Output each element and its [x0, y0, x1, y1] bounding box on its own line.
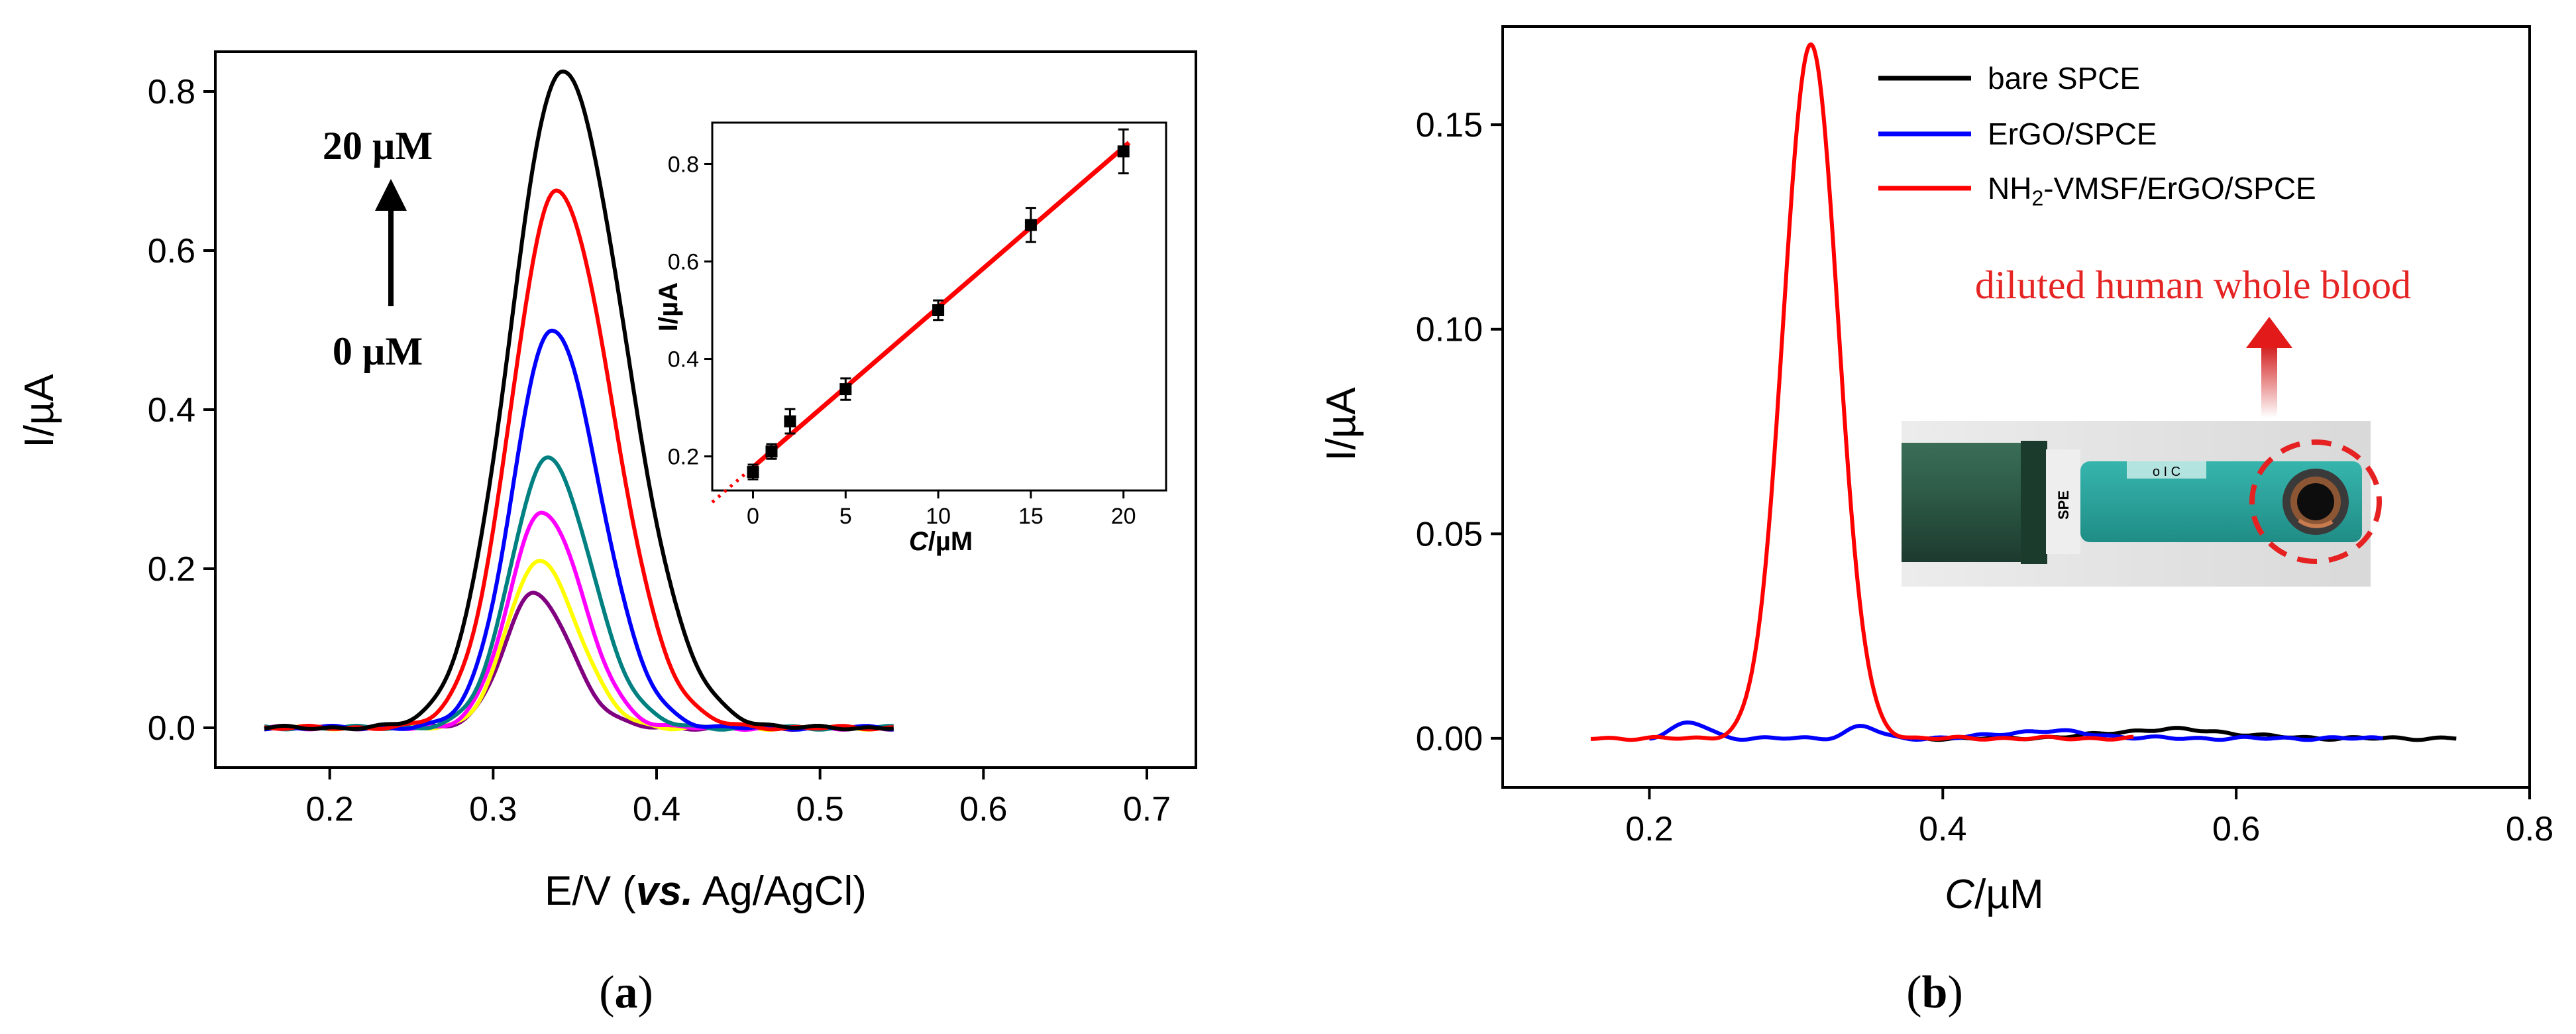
- annotation-top: 20 µM: [323, 124, 433, 168]
- plot-a-y-tick-label: 0.2: [148, 550, 195, 589]
- spe-label: SPE: [2055, 490, 2072, 520]
- plot-a-x-tick-label: 0.7: [1123, 790, 1171, 829]
- inset-data-points: [747, 128, 1130, 481]
- inset-data-point: [765, 443, 778, 460]
- panel-a-caption: (a): [599, 967, 653, 1018]
- plot-a-x-tick-label: 0.3: [469, 790, 517, 829]
- plot-a-curves: [264, 69, 894, 732]
- plot-b-y-tick-label: 0.15: [1416, 106, 1483, 144]
- inset-data-point: [932, 299, 945, 321]
- plot-b-x-tick-label: 0.2: [1625, 810, 1673, 848]
- plot-a-x-tick-label: 0.6: [959, 790, 1007, 829]
- fit-extrapolation: [711, 465, 755, 504]
- svg-text:bare SPCE: bare SPCE: [1988, 61, 2140, 95]
- series-line-ergo-spce: [1648, 720, 2384, 742]
- plot-b-y-tick-label: 0.05: [1416, 515, 1483, 553]
- series-line-2-m: [264, 510, 894, 732]
- plot-b-xlabel: C/µM: [1945, 872, 2043, 917]
- inset-calibration-plot: 0 5 10 15 20 0.2 0.4 0.6 0.8 I/µA C/µM: [654, 121, 1167, 556]
- plot-b-x-ticks: 0.2 0.4 0.6 0.8: [1625, 787, 2553, 848]
- panel-b: SPE o I C diluted human whole blood 0.2 0…: [1318, 25, 2553, 1018]
- plot-b-x-tick-label: 0.6: [2212, 810, 2260, 848]
- inset-x-tick-label: 20: [1111, 504, 1136, 529]
- plot-b-x-tick-label: 0.8: [2506, 810, 2553, 848]
- concentration-arrow: [375, 179, 407, 306]
- plot-b-y-ticks: 0.00 0.05 0.10 0.15: [1416, 106, 1503, 758]
- series-line-0-m: [264, 591, 894, 732]
- panel-b-caption: (b): [1906, 967, 1963, 1018]
- series-line-nh2-vmsf-ergo-spce: [1589, 42, 2135, 742]
- series-line-5-m: [264, 455, 894, 732]
- plot-a-y-ticks: 0.0 0.2 0.4 0.6 0.8: [148, 73, 215, 748]
- legend-entry-nh2-vmsf: NH2-VMSF/ErGO/SPCE: [1878, 171, 2316, 210]
- plot-b-curves: [1589, 42, 2457, 742]
- electrode-handle: [1902, 443, 2034, 562]
- inset-y-tick-label: 0.2: [668, 445, 699, 470]
- inset-data-point: [839, 377, 852, 401]
- inset-y-tick-label: 0.6: [668, 250, 699, 275]
- plot-a-x-tick-label: 0.5: [796, 790, 844, 829]
- electrode-ring: [2021, 441, 2047, 564]
- svg-text:ErGO/SPCE: ErGO/SPCE: [1988, 117, 2157, 151]
- strip-text: o I C: [2153, 465, 2180, 479]
- legend-entry-ergo-spce: ErGO/SPCE: [1878, 117, 2157, 151]
- plot-b-x-tick-label: 0.4: [1919, 810, 1966, 848]
- highlight-circle: [2249, 439, 2382, 564]
- plot-a-x-ticks: 0.2 0.3 0.4 0.5 0.6 0.7: [306, 768, 1171, 829]
- inset-ylabel: I/µA: [654, 282, 683, 331]
- inset-y-ticks: 0.2 0.4 0.6 0.8: [668, 152, 712, 470]
- blood-annotation: diluted human whole blood: [1975, 263, 2411, 307]
- plot-a-y-tick-label: 0.8: [148, 73, 195, 111]
- inset-x-ticks: 0 5 10 15 20: [747, 490, 1136, 529]
- inset-x-tick-label: 5: [839, 504, 852, 529]
- panel-a: 0.2 0.3 0.4 0.5 0.6 0.7 0.00.20.40.60.8 I/µA …: [17, 50, 1197, 1018]
- plot-b-y-tick-label: 0.00: [1416, 720, 1483, 758]
- inset-data-point: [784, 408, 796, 435]
- inset-data-point: [1024, 207, 1037, 243]
- plot-a-x-tick-label: 0.2: [306, 790, 354, 829]
- inset-data-point: [747, 463, 759, 481]
- plot-a-x-tick-label: 0.4: [633, 790, 680, 829]
- annotation-bottom: 0 µM: [333, 329, 423, 373]
- plot-b-ylabel: I/µA: [1318, 387, 1364, 461]
- inset-x-tick-label: 0: [747, 504, 759, 529]
- plot-b-y-tick-label: 0.10: [1416, 311, 1483, 349]
- plot-b-frame: [1501, 25, 2531, 789]
- plot-a-y-tick-label: 0.6: [148, 232, 195, 270]
- plot-a-xlabel: E/V (vs. Ag/AgCl): [545, 868, 867, 914]
- svg-text:NH2-VMSF/ErGO/SPCE: NH2-VMSF/ErGO/SPCE: [1988, 171, 2316, 210]
- blood-arrow: [2246, 317, 2292, 418]
- inset-x-tick-label: 15: [1018, 504, 1044, 529]
- legend: bare SPCE ErGO/SPCE NH2-VMSF/ErGO/SPCE: [1878, 61, 2316, 210]
- legend-entry-bare-spce: bare SPCE: [1878, 61, 2140, 95]
- inset-y-tick-label: 0.8: [668, 152, 699, 177]
- inset-data-point: [1117, 128, 1130, 174]
- plot-a-ylabel: I/µA: [17, 374, 62, 448]
- inset-xlabel: C/µM: [909, 527, 973, 556]
- inset-y-tick-label: 0.4: [668, 347, 699, 373]
- plot-a-y-tick-label: 0.4: [148, 391, 195, 430]
- inset-x-tick-label: 10: [926, 504, 951, 529]
- series-line-20-m: [264, 69, 894, 732]
- electrode-photo: SPE o I C: [1902, 421, 2382, 587]
- plot-a-y-tick-label: 0.0: [148, 709, 195, 748]
